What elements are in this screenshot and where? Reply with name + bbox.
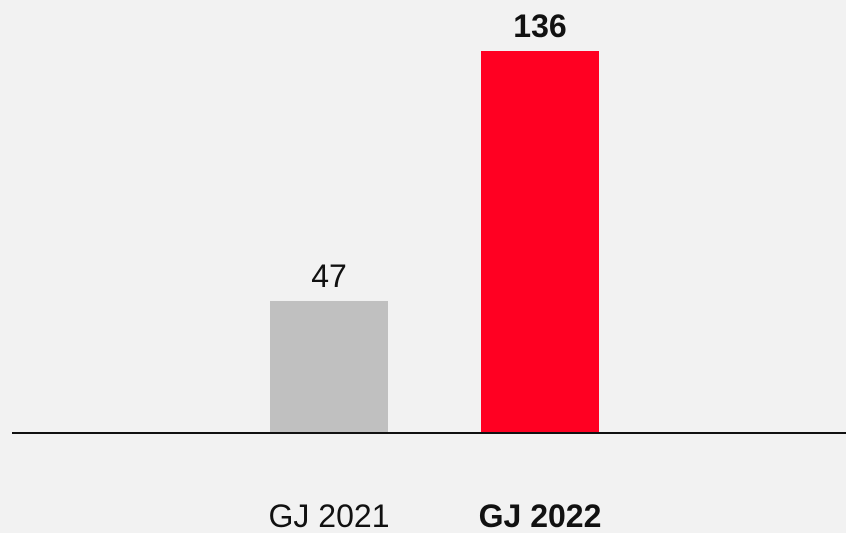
value-label: 136 (513, 8, 566, 44)
x-tick-label: GJ 2021 (269, 498, 390, 533)
bar (481, 51, 599, 433)
bar (270, 300, 388, 433)
x-tick-label: GJ 2022 (479, 498, 602, 533)
value-label: 47 (311, 258, 347, 294)
